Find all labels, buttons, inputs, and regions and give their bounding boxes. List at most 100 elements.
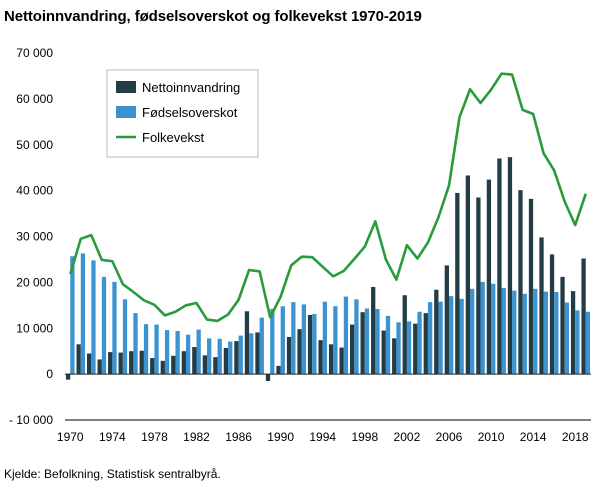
bar-fdselsoverskot-1973	[101, 276, 107, 375]
bar-fdselsoverskot-1992	[301, 304, 306, 375]
bar-fdselsoverskot-2008	[470, 288, 475, 375]
bar-nettoinnvandring-2010	[486, 179, 492, 375]
bar-fdselsoverskot-1998	[364, 308, 370, 375]
y-axis: - 10 000 0 10 000 20 000 30 000 40 000 50 000 6…	[9, 46, 53, 427]
bar-nettoinnvandring-1998	[360, 312, 365, 375]
bar-nettoinnvandring-1983	[202, 355, 208, 375]
bar-fdselsoverskot-1988	[259, 317, 264, 375]
bar-fdselsoverskot-2018	[575, 310, 580, 375]
bar-fdselsoverskot-2016	[554, 292, 559, 375]
bar-fdselsoverskot-1986	[238, 335, 243, 375]
bar-nettoinnvandring-2013	[518, 190, 523, 375]
bar-fdselsoverskot-1979	[164, 330, 170, 375]
bars	[65, 157, 591, 382]
bar-fdselsoverskot-2001	[396, 322, 401, 375]
bar-nettoinnvandring-1975	[118, 352, 123, 375]
x-tick-label: 1978	[141, 430, 168, 444]
bar-nettoinnvandring-1988	[255, 332, 260, 375]
bar-nettoinnvandring-2012	[507, 157, 513, 375]
y-tick-label: 0	[46, 367, 53, 381]
bar-nettoinnvandring-1994	[318, 340, 323, 375]
bar-nettoinnvandring-1989	[265, 374, 271, 382]
bar-nettoinnvandring-2003	[413, 323, 418, 375]
bar-nettoinnvandring-1990	[276, 365, 281, 375]
bar-nettoinnvandring-1987	[244, 311, 250, 375]
bar-fdselsoverskot-1977	[143, 324, 149, 375]
bar-fdselsoverskot-2005	[438, 301, 443, 375]
bar-nettoinnvandring-1984	[213, 357, 218, 375]
legend-swatch-nettoinnvandring	[116, 81, 136, 93]
bar-fdselsoverskot-1985	[228, 341, 233, 375]
bar-nettoinnvandring-2007	[455, 192, 460, 375]
bar-fdselsoverskot-2012	[512, 290, 517, 375]
bar-fdselsoverskot-1981	[185, 334, 191, 375]
bar-nettoinnvandring-1971	[76, 344, 81, 375]
bar-nettoinnvandring-1999	[371, 286, 376, 375]
bar-fdselsoverskot-1994	[322, 301, 328, 375]
bar-nettoinnvandring-1982	[192, 347, 197, 375]
bar-fdselsoverskot-2002	[406, 321, 412, 375]
bar-fdselsoverskot-2014	[533, 288, 538, 375]
bar-nettoinnvandring-1985	[223, 347, 229, 375]
bar-fdselsoverskot-1970	[70, 256, 75, 375]
bar-nettoinnvandring-1977	[139, 350, 144, 375]
bar-fdselsoverskot-1989	[270, 308, 275, 375]
bar-nettoinnvandring-1986	[234, 341, 239, 375]
bar-nettoinnvandring-1979	[160, 360, 165, 375]
bar-fdselsoverskot-1999	[375, 308, 380, 375]
bar-fdselsoverskot-1987	[249, 333, 254, 375]
bar-nettoinnvandring-2016	[549, 254, 555, 375]
bar-fdselsoverskot-1982	[196, 329, 201, 375]
y-tick-label: 10 000	[16, 321, 53, 335]
bar-nettoinnvandring-1992	[297, 329, 302, 375]
bar-nettoinnvandring-2000	[381, 330, 386, 375]
bar-nettoinnvandring-2008	[465, 175, 471, 375]
bar-nettoinnvandring-1981	[181, 351, 186, 375]
bar-fdselsoverskot-1983	[207, 338, 212, 375]
bar-nettoinnvandring-2011	[497, 158, 502, 375]
bar-nettoinnvandring-1996	[339, 347, 344, 375]
bar-nettoinnvandring-1993	[307, 314, 313, 375]
bar-fdselsoverskot-1993	[312, 314, 317, 375]
bar-fdselsoverskot-2010	[491, 283, 496, 375]
bar-fdselsoverskot-1991	[291, 302, 296, 375]
x-tick-label: 1974	[99, 430, 126, 444]
bar-fdselsoverskot-1978	[154, 324, 159, 375]
legend: Nettoinnvandring Fødselsoverskot Folkeveks…	[106, 69, 259, 158]
bar-nettoinnvandring-1973	[97, 359, 102, 375]
bar-nettoinnvandring-2017	[560, 276, 565, 375]
bar-fdselsoverskot-2015	[543, 291, 548, 375]
chart-title: Nettoinnvandring, fødselsoverskot og fol…	[4, 8, 422, 25]
x-tick-label: 1970	[57, 430, 84, 444]
x-axis: 1970 1974 1978 1982 1986 1990 1994 1998 2002 2006…	[57, 430, 589, 444]
series-line-folkevekst	[69, 72, 587, 323]
bar-fdselsoverskot-2006	[448, 296, 454, 375]
bar-fdselsoverskot-2007	[459, 298, 464, 375]
legend-label-folkevekst: Folkevekst	[142, 130, 205, 145]
y-tick-label: 70 000	[16, 46, 53, 60]
y-tick-label: 50 000	[16, 138, 53, 152]
x-tick-label: 2010	[478, 430, 505, 444]
bar-nettoinnvandring-2018	[570, 291, 576, 375]
bar-nettoinnvandring-1974	[108, 352, 113, 375]
bar-fdselsoverskot-2000	[385, 315, 391, 375]
bar-nettoinnvandring-2005	[434, 289, 439, 375]
bar-fdselsoverskot-2011	[501, 287, 506, 375]
x-tick-label: 1990	[267, 430, 294, 444]
bar-fdselsoverskot-1971	[80, 253, 86, 375]
bar-fdselsoverskot-2019	[585, 311, 591, 375]
bar-fdselsoverskot-1984	[217, 338, 222, 375]
bar-fdselsoverskot-1980	[175, 331, 180, 375]
bar-fdselsoverskot-1990	[280, 306, 285, 375]
bar-fdselsoverskot-1995	[333, 306, 338, 375]
bar-nettoinnvandring-1991	[286, 336, 292, 375]
x-tick-label: 2002	[394, 430, 421, 444]
bar-fdselsoverskot-2004	[427, 302, 433, 375]
bar-nettoinnvandring-2006	[444, 265, 449, 375]
x-tick-label: 1994	[309, 430, 336, 444]
y-tick-label: 40 000	[16, 184, 53, 198]
bar-nettoinnvandring-1980	[171, 355, 176, 375]
source-note: Kjelde: Befolkning, Statistisk sentralby…	[4, 467, 221, 481]
